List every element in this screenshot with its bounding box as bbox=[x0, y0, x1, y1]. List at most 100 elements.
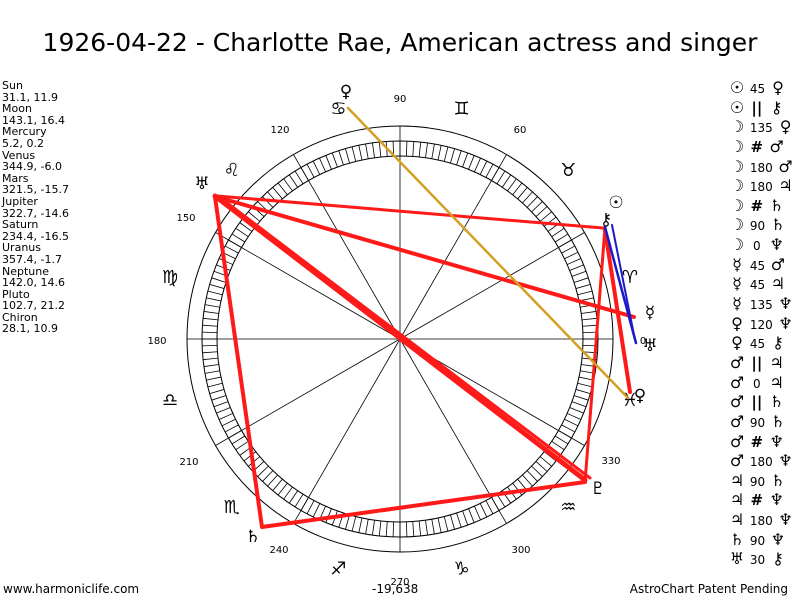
degree-tick bbox=[526, 196, 538, 208]
degree-tick bbox=[582, 324, 598, 327]
planet-name: Pluto bbox=[2, 287, 30, 301]
degree-label: 270 bbox=[390, 577, 409, 588]
zodiac-sign-icon: ♉ bbox=[560, 160, 576, 181]
degree-tick bbox=[202, 344, 218, 347]
degree-tick bbox=[412, 141, 415, 157]
aspect-planet-glyph: ♆ bbox=[769, 235, 784, 255]
aspect-row: ☽ 0 ♆ bbox=[728, 235, 800, 255]
chart-number: -19,638 bbox=[372, 582, 419, 596]
degree-label: 0 bbox=[640, 336, 646, 347]
degree-tick bbox=[539, 211, 552, 222]
degree-tick bbox=[526, 470, 538, 482]
uranus-glyph-icon: ♅ bbox=[194, 174, 209, 194]
degree-tick bbox=[351, 516, 357, 532]
degree-tick bbox=[571, 401, 587, 408]
planet-name: Neptune bbox=[2, 264, 50, 278]
aspect-type: 120 bbox=[749, 317, 773, 332]
degree-tick bbox=[365, 519, 369, 535]
degree-tick bbox=[425, 520, 428, 536]
degree-tick bbox=[531, 201, 543, 213]
degree-tick bbox=[325, 508, 332, 523]
degree-tick bbox=[262, 196, 274, 208]
aspect-planet-glyph: ♆ bbox=[778, 294, 793, 314]
aspect-type: 90 bbox=[749, 474, 766, 489]
degree-tick bbox=[209, 389, 225, 394]
degree-tick bbox=[206, 376, 222, 381]
sign-spoke bbox=[293, 338, 401, 524]
aspect-planet-glyph: ♅ bbox=[729, 549, 745, 569]
aspect-type: 0 bbox=[753, 239, 761, 254]
mercury-glyph-icon: ☿ bbox=[645, 303, 655, 323]
aspect-planet-glyph: ♄ bbox=[770, 215, 786, 235]
degree-tick bbox=[450, 148, 455, 164]
degree-tick bbox=[543, 216, 557, 227]
chiron-glyph-icon: ⚷ bbox=[600, 210, 612, 230]
degree-tick bbox=[378, 520, 382, 536]
degree-tick bbox=[412, 521, 415, 537]
saturn-glyph-icon: ♄ bbox=[245, 527, 260, 547]
degree-tick bbox=[577, 382, 593, 388]
aspect-row: ☽ 180 ♃ bbox=[728, 176, 800, 196]
aspect-row: ☽ 90 ♄ bbox=[728, 215, 800, 235]
degree-tick bbox=[561, 424, 576, 433]
aspect-line bbox=[260, 480, 587, 529]
degree-tick bbox=[306, 163, 315, 178]
aspect-type: 0 bbox=[753, 376, 761, 391]
planet-name: Chiron bbox=[2, 310, 38, 324]
degree-tick bbox=[267, 474, 278, 487]
degree-tick bbox=[575, 284, 591, 289]
aspect-row: ☿ 45 ♃ bbox=[728, 274, 800, 294]
planet-name: Sun bbox=[2, 79, 23, 92]
aspect-row: ♂ # ♆ bbox=[728, 432, 800, 452]
degree-label: 90 bbox=[394, 94, 407, 105]
degree-tick bbox=[512, 182, 523, 196]
aspect-planet-glyph: ♀ bbox=[779, 117, 792, 137]
aspect-planet-glyph: ♂ bbox=[729, 431, 745, 451]
degree-tick bbox=[573, 395, 589, 401]
planet-coords: 357.4, -1.7 bbox=[2, 252, 62, 266]
aspect-planet-glyph: ♃ bbox=[769, 352, 784, 372]
degree-tick bbox=[564, 418, 579, 427]
aspect-type: 45 bbox=[749, 337, 766, 352]
website-link[interactable]: www.harmoniclife.com bbox=[3, 582, 140, 596]
degree-tick bbox=[431, 519, 435, 535]
degree-tick bbox=[507, 178, 517, 192]
sign-spoke bbox=[399, 232, 585, 340]
degree-tick bbox=[496, 170, 506, 185]
degree-tick bbox=[443, 516, 449, 532]
degree-tick bbox=[575, 389, 591, 394]
aspect-planet-glyph: ♃ bbox=[729, 490, 745, 510]
aspect-row: ♃ 90 ♄ bbox=[728, 471, 800, 491]
aspect-type: 90 bbox=[749, 415, 766, 430]
aspect-planet-glyph: ☽ bbox=[729, 215, 745, 235]
aspect-line bbox=[212, 193, 588, 483]
zodiac-sign-icon: ♒ bbox=[560, 497, 576, 518]
degree-tick bbox=[283, 178, 293, 192]
aspect-line bbox=[215, 194, 605, 230]
degree-tick bbox=[203, 311, 219, 314]
planet-name: Uranus bbox=[2, 241, 41, 255]
aspect-type: || bbox=[751, 393, 763, 412]
degree-tick bbox=[425, 142, 428, 158]
aspect-planet-glyph: ♄ bbox=[770, 470, 786, 490]
degree-tick bbox=[437, 145, 442, 161]
venus-glyph-icon: ♀ bbox=[340, 82, 352, 102]
degree-tick bbox=[431, 143, 435, 159]
degree-tick bbox=[372, 520, 375, 536]
degree-tick bbox=[517, 187, 528, 200]
aspect-planet-glyph: ☽ bbox=[729, 156, 745, 176]
aspect-line bbox=[611, 224, 636, 341]
degree-tick bbox=[288, 490, 298, 504]
degree-tick bbox=[319, 157, 326, 172]
aspect-planet-glyph: ♂ bbox=[729, 352, 745, 372]
degree-tick bbox=[554, 233, 569, 243]
degree-tick bbox=[539, 456, 552, 467]
degree-tick bbox=[462, 152, 469, 168]
degree-tick bbox=[213, 401, 229, 408]
planet-positions-list: Sun 31.1, 11.9 Moon 143.1, 16.4 Mercury … bbox=[2, 80, 142, 335]
degree-tick bbox=[378, 142, 382, 158]
aspect-planet-glyph: ♂ bbox=[729, 411, 745, 431]
degree-tick bbox=[272, 478, 283, 491]
sign-spoke bbox=[293, 154, 401, 340]
degree-tick bbox=[468, 508, 475, 523]
